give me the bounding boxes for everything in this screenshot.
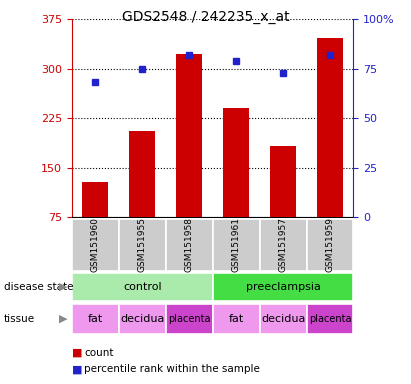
Text: percentile rank within the sample: percentile rank within the sample (84, 364, 260, 374)
Bar (307, 304, 353, 334)
Bar (223, 108, 249, 217)
Text: decidua: decidua (120, 314, 164, 324)
Bar (129, 131, 155, 217)
Text: control: control (123, 282, 162, 292)
Text: GSM151960: GSM151960 (91, 217, 100, 272)
Bar (317, 38, 343, 217)
Bar (213, 304, 260, 334)
Text: ▶: ▶ (60, 282, 68, 292)
Bar (166, 304, 213, 334)
Text: tissue: tissue (4, 314, 35, 324)
Bar (83, 182, 108, 217)
Text: GSM151959: GSM151959 (326, 217, 335, 272)
Text: placenta: placenta (168, 314, 210, 324)
Text: disease state: disease state (4, 282, 74, 292)
Text: GSM151961: GSM151961 (232, 217, 241, 272)
Bar (260, 219, 307, 271)
Text: GSM151955: GSM151955 (138, 217, 147, 272)
Text: GSM151958: GSM151958 (185, 217, 194, 272)
Bar (72, 219, 119, 271)
Bar (72, 304, 119, 334)
Bar (176, 54, 202, 217)
Text: fat: fat (229, 314, 244, 324)
Text: count: count (84, 348, 114, 358)
Text: decidua: decidua (261, 314, 305, 324)
Text: preeclampsia: preeclampsia (246, 282, 321, 292)
Bar (260, 304, 307, 334)
Text: GSM151957: GSM151957 (279, 217, 288, 272)
Text: fat: fat (88, 314, 103, 324)
Text: GDS2548 / 242235_x_at: GDS2548 / 242235_x_at (122, 10, 289, 23)
Bar (213, 273, 353, 301)
Text: placenta: placenta (309, 314, 351, 324)
Bar (270, 146, 296, 217)
Bar (213, 219, 260, 271)
Text: ■: ■ (72, 348, 83, 358)
Bar (119, 304, 166, 334)
Text: ▶: ▶ (60, 314, 68, 324)
Text: ■: ■ (72, 364, 83, 374)
Bar (72, 273, 213, 301)
Bar (307, 219, 353, 271)
Bar (119, 219, 166, 271)
Bar (166, 219, 213, 271)
